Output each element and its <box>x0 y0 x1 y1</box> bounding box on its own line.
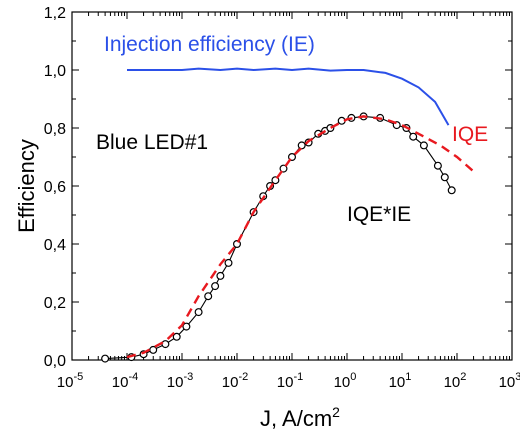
ie-series-line <box>127 67 450 126</box>
y-tick-label: 0,4 <box>44 237 66 254</box>
axis-ticks <box>71 11 513 361</box>
ie-annotation: Injection efficiency (IE) <box>104 33 315 56</box>
y-tick-label: 1,0 <box>44 63 66 80</box>
y-tick-label: 0,0 <box>44 353 66 370</box>
product-data-point <box>279 164 288 173</box>
product-data-point <box>161 340 170 349</box>
product-data-point <box>216 271 225 280</box>
y-tick-label: 0,6 <box>44 179 66 196</box>
product-data-point <box>297 141 306 150</box>
x-axis-title-sup: 2 <box>332 404 340 420</box>
series-layer <box>101 67 475 363</box>
y-tick-label: 0,2 <box>44 295 66 312</box>
device-annotation: Blue LED#1 <box>96 131 208 154</box>
product-data-point <box>172 332 181 341</box>
product-data-point <box>440 173 449 182</box>
product-data-point <box>433 161 442 170</box>
product-data-point <box>182 322 191 331</box>
x-tick-label: 10-1 <box>277 371 303 391</box>
product-data-point <box>211 282 220 291</box>
product-data-point <box>204 292 213 301</box>
x-tick-label: 10-4 <box>112 371 138 391</box>
x-axis-title-main: J, A/cm <box>260 406 332 431</box>
x-tick-label: 10-5 <box>57 371 83 391</box>
iqe-series-line <box>126 115 475 359</box>
y-axis-title: Efficiency <box>14 139 39 233</box>
x-tick-label: 100 <box>334 371 357 391</box>
x-tick-label: 102 <box>444 371 467 391</box>
product-data-point <box>224 258 233 267</box>
y-tick-label: 1,2 <box>44 5 66 22</box>
y-tick-label: 0,8 <box>44 121 66 138</box>
x-axis-title: J, A/cm2 <box>260 404 340 431</box>
x-tick-label: 10-2 <box>222 371 248 391</box>
x-tick-label: 101 <box>389 371 412 391</box>
product-annotation: IQE*IE <box>347 203 411 226</box>
x-tick-labels: 10-5 10-4 10-3 10-2 10-1 100 101 102 103 <box>57 371 520 391</box>
plot-frame <box>71 11 513 361</box>
product-data-point <box>194 308 203 317</box>
x-tick-label: 103 <box>499 371 520 391</box>
x-tick-label: 10-3 <box>167 371 193 391</box>
product-data-point <box>419 141 428 150</box>
iqe-annotation: IQE <box>452 123 488 146</box>
y-tick-labels: 0,0 0,2 0,4 0,6 0,8 1,0 1,2 <box>44 5 66 370</box>
product-data-point <box>409 132 418 141</box>
product-data-point <box>447 186 456 195</box>
product-data-point <box>101 354 110 363</box>
